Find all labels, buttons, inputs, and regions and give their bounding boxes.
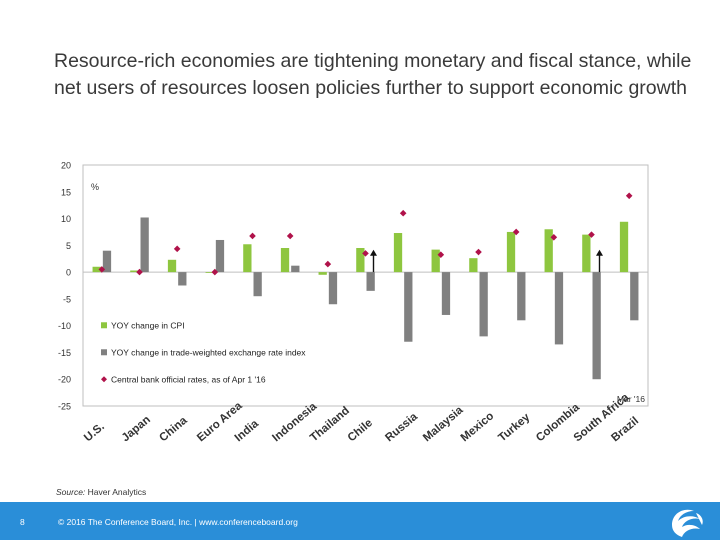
fx-bar xyxy=(328,272,338,305)
cpi-bar xyxy=(582,234,591,273)
y-tick-label: -25 xyxy=(58,402,71,412)
cpi-bar xyxy=(506,231,516,273)
unit-label: % xyxy=(91,182,99,192)
source-note: Source: Haver Analytics xyxy=(56,487,146,497)
legend-label: Central bank official rates, as of Apr 1… xyxy=(111,374,266,384)
fx-bar xyxy=(253,272,262,297)
rate-marker xyxy=(286,232,294,240)
category-label: Chile xyxy=(346,417,375,444)
rising-arrow-head xyxy=(370,249,377,256)
cpi-bar xyxy=(619,221,629,273)
rate-marker xyxy=(136,268,143,276)
rate-marker xyxy=(324,260,332,268)
category-label: China xyxy=(157,414,190,444)
fx-bar xyxy=(215,239,225,273)
fx-bar xyxy=(441,272,451,315)
legend-label: YOY change in CPI xyxy=(111,320,185,330)
rate-marker xyxy=(475,248,482,256)
fx-bar xyxy=(404,272,413,342)
fx-bar xyxy=(630,272,639,321)
source-label: Source: xyxy=(56,487,86,497)
cpi-bar xyxy=(92,266,101,273)
y-tick-label: 5 xyxy=(66,241,71,251)
y-tick-label: 15 xyxy=(61,187,71,197)
fx-bar xyxy=(102,250,112,273)
y-tick-label: -15 xyxy=(58,348,71,358)
fx-bar xyxy=(140,217,149,273)
y-tick-label: 0 xyxy=(66,268,71,278)
chart-area: 20 15 10 5 0 -5 -10 -15 -20 -25% U.S. Japan China Eur… xyxy=(0,150,720,470)
y-tick-label: -20 xyxy=(58,375,71,385)
cpi-bar xyxy=(469,258,478,273)
conference-board-globe-icon xyxy=(672,509,703,537)
cpi-bar xyxy=(544,229,553,273)
category-label: U.S. xyxy=(82,421,107,445)
category-label: India xyxy=(233,417,262,444)
rate-marker xyxy=(399,209,407,217)
legend-swatch xyxy=(101,376,107,383)
cpi-bar xyxy=(167,259,177,273)
cpi-bar xyxy=(205,272,214,273)
fx-bar xyxy=(178,272,187,286)
page-number: 8 xyxy=(20,517,25,527)
rate-marker xyxy=(362,250,369,257)
cpi-bar xyxy=(431,249,440,273)
fx-bar xyxy=(517,272,526,321)
fx-bar xyxy=(479,272,488,337)
slide-title: Resource-rich economies are tightening m… xyxy=(54,50,692,99)
legend-swatch xyxy=(101,322,107,329)
copyright-text: © 2016 The Conference Board, Inc. | www.… xyxy=(58,517,298,527)
y-tick-label: -10 xyxy=(58,321,71,331)
category-label: Turkey xyxy=(496,411,532,444)
fx-bar xyxy=(592,272,601,380)
cpi-bar xyxy=(318,272,327,275)
cpi-bar xyxy=(130,270,139,273)
legend-label: YOY change in trade-weighted exchange ra… xyxy=(111,347,306,357)
rising-arrow-head xyxy=(596,249,603,256)
rate-marker xyxy=(173,245,181,253)
category-label: Russia xyxy=(383,410,420,444)
y-tick-label: 20 xyxy=(61,161,71,171)
category-label: Malaysia xyxy=(421,404,466,444)
rate-marker xyxy=(625,192,633,200)
fx-bar xyxy=(366,272,375,291)
legend-swatch xyxy=(101,349,107,356)
source-text: Haver Analytics xyxy=(87,487,147,497)
rate-marker xyxy=(588,231,595,238)
y-tick-label: 10 xyxy=(61,214,71,224)
footer-bar: 8 © 2016 The Conference Board, Inc. | ww… xyxy=(0,502,720,540)
fx-bar xyxy=(291,265,300,273)
cpi-bar xyxy=(393,233,403,273)
cpi-bar xyxy=(356,248,365,273)
category-label: Mexico xyxy=(459,410,497,444)
chart-annotation: Mar '16 xyxy=(617,394,645,404)
plot-frame xyxy=(82,164,649,407)
category-label: Japan xyxy=(120,414,153,445)
y-tick-label: -5 xyxy=(63,294,71,304)
cpi-bar xyxy=(243,244,252,273)
fx-bar xyxy=(554,272,564,345)
category-label: Brazil xyxy=(609,415,641,444)
cpi-bar xyxy=(280,248,290,273)
rate-marker xyxy=(249,232,256,240)
